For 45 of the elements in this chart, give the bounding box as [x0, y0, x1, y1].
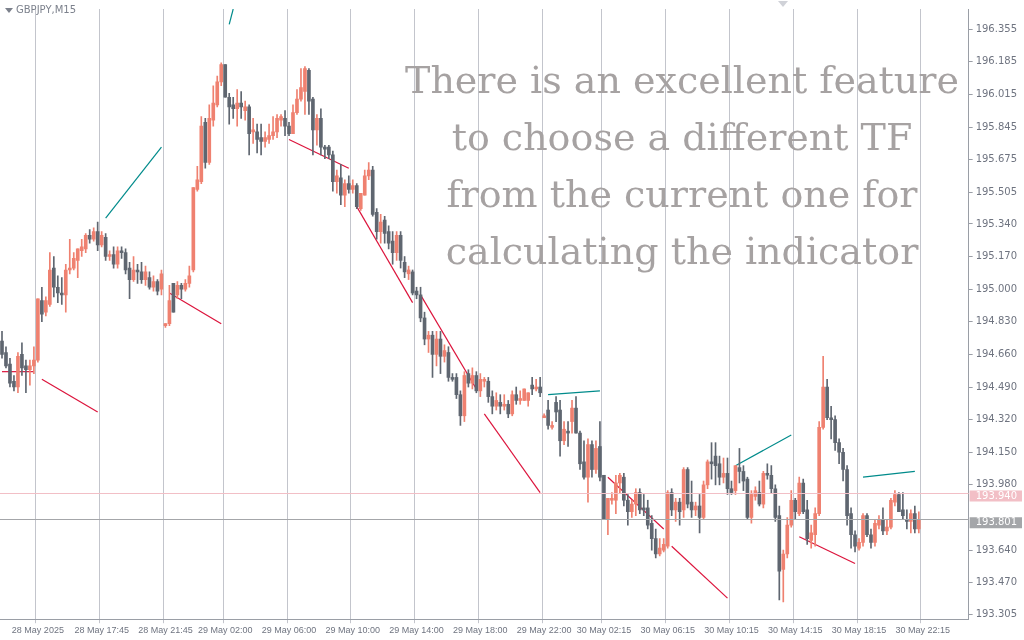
- candlestick: [259, 123, 263, 156]
- candlestick: [502, 394, 507, 411]
- candlestick: [271, 116, 275, 140]
- y-tick-label: 196.355: [975, 22, 1018, 34]
- y-tick-label: 195.505: [975, 185, 1018, 197]
- y-tick-label: 194.150: [975, 445, 1018, 457]
- x-tick-label: 28 May 21:45: [138, 625, 193, 636]
- candlestick: [235, 89, 240, 127]
- ref-line-label: 193.801: [975, 516, 1017, 528]
- y-tick-label: 194.660: [975, 347, 1018, 359]
- candlestick: [335, 169, 339, 194]
- x-tick-label: 29 May 06:00: [261, 625, 317, 636]
- x-tick-label: 28 May 2025: [11, 625, 64, 636]
- y-tick-label: 194.490: [975, 380, 1018, 392]
- y-tick-label: 193.305: [975, 608, 1018, 619]
- y-tick-label: 195.170: [975, 250, 1018, 262]
- y-tick-label: 193.980: [975, 478, 1018, 490]
- y-tick-label: 195.340: [975, 217, 1018, 229]
- candlestick: [498, 394, 503, 415]
- y-tick-label: 194.830: [975, 315, 1018, 327]
- x-tick-label: 30 May 06:15: [640, 625, 695, 636]
- x-tick-label: 28 May 17:45: [74, 625, 129, 636]
- ref-line-label: 193.940: [975, 489, 1017, 501]
- y-tick-label: 196.185: [975, 55, 1018, 67]
- y-tick-label: 194.320: [975, 413, 1018, 425]
- x-tick-label: 29 May 14:00: [389, 625, 444, 636]
- y-tick-label: 195.675: [975, 153, 1018, 165]
- x-tick-label: 30 May 18:15: [831, 625, 887, 636]
- chart-title: GBPJPY,M15: [16, 3, 77, 15]
- x-tick-label: 29 May 22:00: [516, 625, 572, 636]
- x-tick-label: 29 May 02:00: [197, 625, 253, 636]
- x-tick-label: 29 May 10:00: [325, 625, 381, 636]
- y-tick-label: 195.845: [975, 120, 1018, 132]
- x-tick-label: 30 May 02:15: [576, 625, 632, 636]
- candlestick: [530, 377, 534, 396]
- x-tick-label: 30 May 22:15: [895, 625, 951, 636]
- candlestick: [239, 91, 243, 119]
- y-tick-label: 196.015: [975, 87, 1018, 99]
- y-tick-label: 193.470: [975, 576, 1018, 588]
- x-tick-label: 30 May 14:15: [767, 625, 823, 636]
- x-tick-label: 29 May 18:00: [453, 625, 508, 636]
- x-tick-label: 30 May 10:15: [704, 625, 759, 636]
- y-tick-label: 195.000: [975, 282, 1018, 294]
- y-tick-label: 193.640: [975, 543, 1018, 555]
- candlestick: [243, 100, 247, 121]
